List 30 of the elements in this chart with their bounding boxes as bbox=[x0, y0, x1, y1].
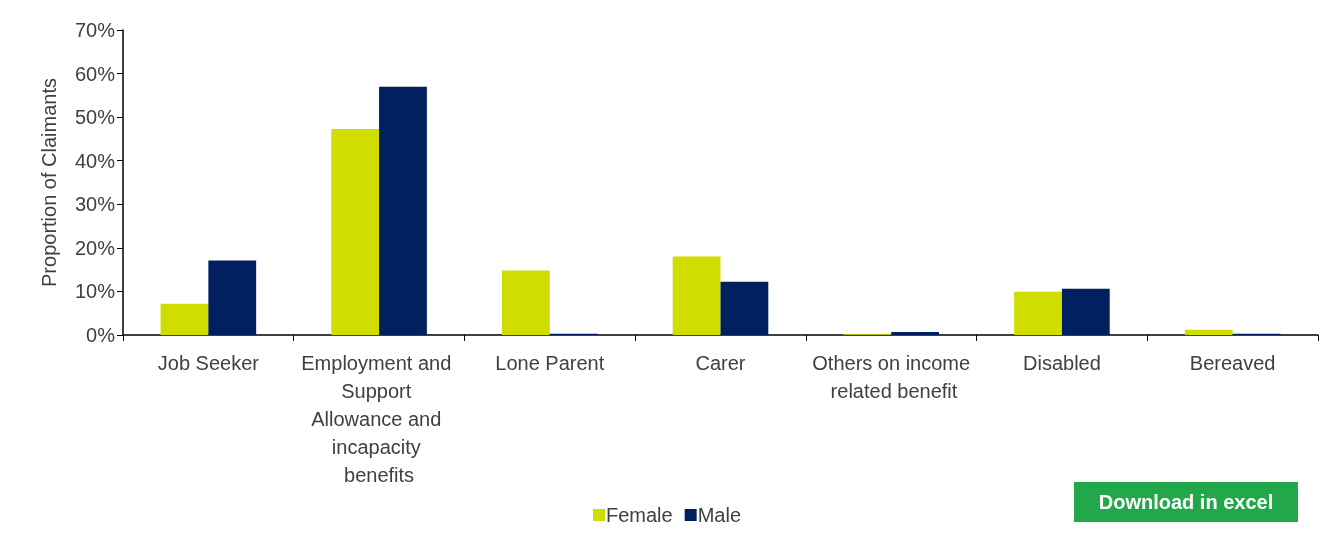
bar bbox=[208, 260, 257, 335]
x-tick-label: Job Seeker bbox=[157, 352, 260, 374]
bar bbox=[891, 331, 940, 335]
bar bbox=[1061, 288, 1110, 335]
y-tick-label: 30% bbox=[74, 193, 116, 216]
y-tick-label: 70% bbox=[74, 19, 116, 41]
bar bbox=[331, 128, 380, 335]
x-tick-label: Bereaved bbox=[1189, 352, 1276, 374]
y-tick-label: 0% bbox=[86, 324, 116, 346]
bar bbox=[160, 303, 209, 335]
y-tick-label: 20% bbox=[74, 236, 116, 259]
legend-label: Male bbox=[697, 504, 742, 526]
bar bbox=[672, 256, 721, 335]
bar bbox=[501, 270, 550, 335]
y-tick-label: 60% bbox=[74, 62, 116, 85]
x-tick-label: Carer bbox=[695, 352, 746, 374]
x-tick-label: Employment and Support Allowance and incapacity benefits bbox=[301, 352, 457, 486]
y-tick-label: 50% bbox=[74, 106, 116, 129]
y-axis-title: Proportion of Claimants bbox=[38, 78, 60, 287]
bar bbox=[720, 281, 769, 335]
bar bbox=[1184, 329, 1233, 335]
bar bbox=[1014, 291, 1062, 335]
x-tick-label: Lone Parent bbox=[495, 352, 605, 374]
y-tick-label: 40% bbox=[74, 149, 116, 172]
legend-label: Female bbox=[605, 504, 673, 526]
x-tick-label: Disabled bbox=[1023, 352, 1101, 374]
bar bbox=[379, 86, 427, 335]
y-tick-label: 10% bbox=[74, 280, 116, 303]
x-tick-label: Others on income related benefit bbox=[812, 352, 971, 402]
text: Download in excel bbox=[1098, 491, 1274, 513]
